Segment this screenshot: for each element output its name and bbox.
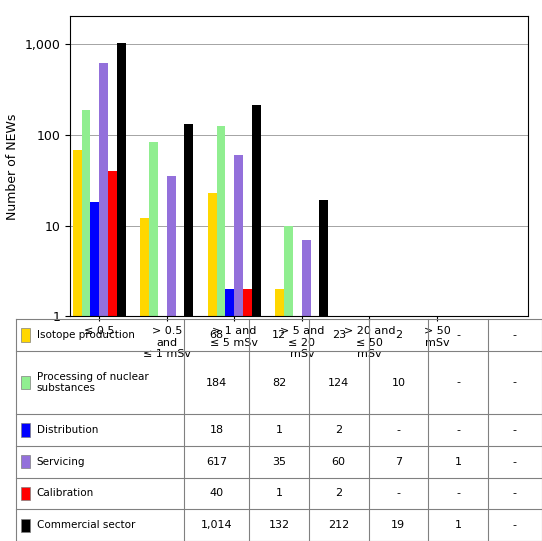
- Text: 2: 2: [335, 489, 343, 498]
- Text: -: -: [396, 489, 401, 498]
- Bar: [252, 105, 261, 541]
- Text: -: -: [456, 378, 460, 387]
- Bar: [176, 316, 184, 541]
- Text: -: -: [396, 425, 401, 435]
- Bar: [117, 43, 126, 541]
- Bar: [387, 316, 396, 541]
- Text: 1: 1: [455, 520, 461, 530]
- Text: -: -: [456, 489, 460, 498]
- Text: 19: 19: [391, 520, 405, 530]
- Bar: [158, 316, 167, 541]
- Bar: [167, 176, 176, 541]
- Text: 12: 12: [272, 330, 286, 340]
- Bar: [243, 289, 252, 541]
- Bar: [140, 219, 149, 541]
- Y-axis label: Number of NEWs: Number of NEWs: [7, 113, 20, 220]
- Bar: [21, 487, 30, 500]
- Text: Distribution: Distribution: [37, 425, 98, 435]
- Text: -: -: [456, 425, 460, 435]
- Bar: [21, 376, 30, 389]
- Text: 212: 212: [328, 520, 350, 530]
- Text: 40: 40: [210, 489, 224, 498]
- Bar: [275, 289, 284, 541]
- Bar: [21, 455, 30, 469]
- Text: 2: 2: [335, 425, 343, 435]
- Text: -: -: [513, 378, 517, 387]
- Bar: [149, 142, 158, 541]
- Text: 132: 132: [269, 520, 289, 530]
- Text: 82: 82: [272, 378, 286, 387]
- Text: -: -: [513, 457, 517, 467]
- Text: Isotope production: Isotope production: [37, 330, 135, 340]
- Text: -: -: [513, 330, 517, 340]
- Bar: [319, 200, 328, 541]
- Text: Servicing: Servicing: [37, 457, 85, 467]
- Text: 617: 617: [207, 457, 227, 467]
- Bar: [99, 63, 108, 541]
- Bar: [21, 424, 30, 437]
- Bar: [21, 518, 30, 532]
- Text: 1: 1: [276, 489, 282, 498]
- Text: 23: 23: [332, 330, 346, 340]
- Text: 1,014: 1,014: [201, 520, 233, 530]
- Bar: [225, 289, 234, 541]
- Text: 35: 35: [272, 457, 286, 467]
- Bar: [184, 123, 193, 541]
- Text: 1: 1: [276, 425, 282, 435]
- Text: 1: 1: [455, 457, 461, 467]
- Text: Commercial sector: Commercial sector: [37, 520, 136, 530]
- Text: 2: 2: [395, 330, 402, 340]
- Bar: [302, 240, 311, 541]
- Bar: [82, 110, 91, 541]
- Text: 60: 60: [332, 457, 346, 467]
- Text: 124: 124: [328, 378, 350, 387]
- Text: -: -: [513, 425, 517, 435]
- Text: Calibration: Calibration: [37, 489, 94, 498]
- Text: -: -: [456, 330, 460, 340]
- Bar: [73, 150, 82, 541]
- Bar: [217, 126, 225, 541]
- Text: Processing of nuclear
substances: Processing of nuclear substances: [37, 372, 149, 393]
- Text: 68: 68: [210, 330, 224, 340]
- Bar: [91, 202, 99, 541]
- Bar: [21, 328, 30, 342]
- Text: -: -: [513, 489, 517, 498]
- Bar: [108, 171, 117, 541]
- Bar: [369, 316, 378, 541]
- Bar: [234, 155, 243, 541]
- Text: 7: 7: [395, 457, 402, 467]
- Bar: [208, 193, 217, 541]
- Text: 18: 18: [210, 425, 224, 435]
- Text: 10: 10: [391, 378, 405, 387]
- Bar: [284, 226, 293, 541]
- Text: 184: 184: [206, 378, 228, 387]
- Text: -: -: [513, 520, 517, 530]
